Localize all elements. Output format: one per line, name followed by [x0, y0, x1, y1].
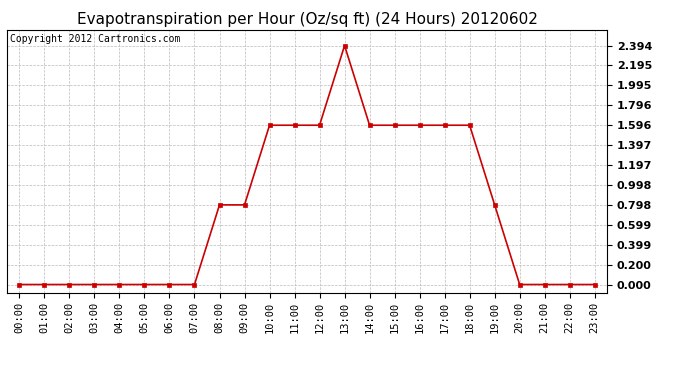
- Title: Evapotranspiration per Hour (Oz/sq ft) (24 Hours) 20120602: Evapotranspiration per Hour (Oz/sq ft) (…: [77, 12, 538, 27]
- Text: Copyright 2012 Cartronics.com: Copyright 2012 Cartronics.com: [10, 34, 180, 44]
